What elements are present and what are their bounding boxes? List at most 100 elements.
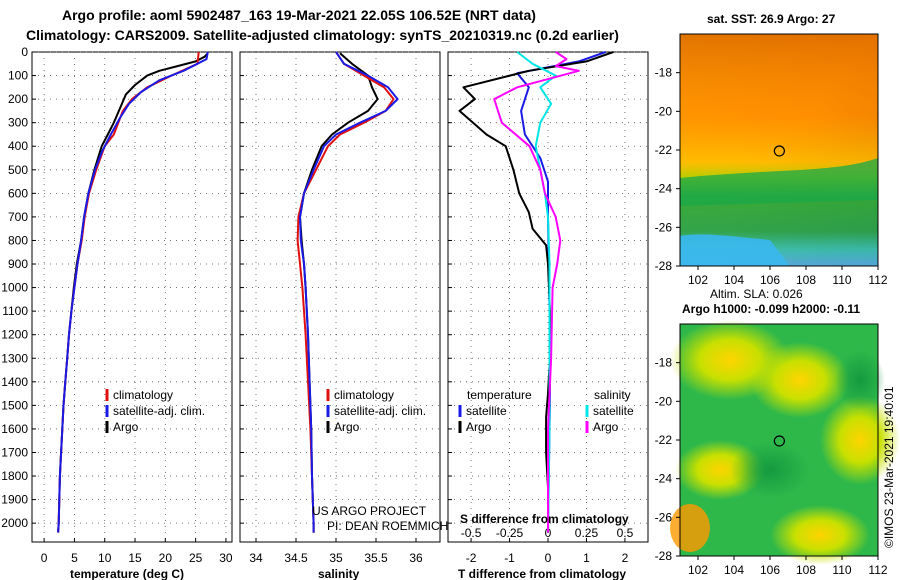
x-tick-label: 10 (98, 551, 112, 565)
legend-t-argo-label: Argo (466, 420, 492, 434)
legend-temperature-header: temperature (467, 388, 532, 402)
sla-blob-orange (670, 504, 710, 552)
difference-legend: temperature salinity satellite Argo sate… (458, 388, 634, 434)
x-tick-label: 2 (622, 551, 629, 565)
s-tick-label: 0.25 (575, 526, 599, 540)
temperature-xlabel: temperature (deg C) (70, 567, 184, 580)
s-tick-label: 0.5 (617, 526, 634, 540)
map-x-tick-label: 106 (760, 563, 780, 577)
s-tick-label: -0.5 (461, 526, 482, 540)
map-x-tick-label: 108 (796, 273, 816, 287)
x-tick-label: -2 (466, 551, 477, 565)
legend-s-sat-label: satellite (593, 404, 634, 418)
depth-tick-label: 1100 (2, 304, 28, 318)
series-line-argo (57, 52, 209, 533)
x-tick-label: 35.5 (364, 551, 388, 565)
sst-map-axes: 102 104 106 108 110 112 -18 -20 -22 -24 -26 -28 (655, 66, 888, 287)
sla-dark-patch (730, 442, 810, 498)
x-tick-label: 35 (329, 551, 343, 565)
depth-tick-label: 600 (8, 186, 28, 200)
depth-tick-label: 2000 (1, 516, 28, 530)
x-tick-label: 34.5 (284, 551, 308, 565)
x-tick-label: 25 (189, 551, 203, 565)
x-tick-label: 0 (545, 551, 552, 565)
credit-project: US ARGO PROJECT (312, 504, 427, 518)
depth-tick-label: 1700 (1, 445, 28, 459)
title-line-2: Climatology: CARS2009. Satellite-adjuste… (26, 27, 619, 43)
legend-salinity-header: salinity (594, 388, 631, 402)
difference-top-xlabel: S difference from climatology (460, 512, 629, 526)
legend-s-argo-label: Argo (593, 420, 619, 434)
sla-blob (770, 505, 870, 565)
map-y-tick-label: -18 (655, 66, 673, 80)
s-tick-label: -0.25 (496, 526, 524, 540)
map-y-tick-label: -24 (655, 182, 673, 196)
x-tick-label: -1 (504, 551, 515, 565)
salinity-plot: 34 34.5 35 35.5 36 (240, 51, 440, 565)
x-tick-label: 36 (409, 551, 423, 565)
map-x-tick-label: 112 (868, 563, 887, 577)
map-x-tick-label: 102 (688, 273, 708, 287)
depth-tick-label: 400 (8, 139, 28, 153)
salinity-legend: climatology satellite-adj. clim. Argo (326, 388, 426, 434)
credit-pi: PI: DEAN ROEMMICH (327, 519, 448, 533)
legend-satclim-label: satellite-adj. clim. (334, 404, 426, 418)
series-line-satellite-adj-clim- (299, 51, 399, 533)
depth-tick-label: 1200 (1, 328, 28, 342)
temperature-plot: 0100200300400500600700800900100011001200… (1, 45, 233, 565)
depth-tick-label: 500 (8, 163, 28, 177)
depth-tick-label: 1800 (1, 469, 28, 483)
x-tick-label: 5 (71, 551, 78, 565)
legend-clim-label: climatology (334, 388, 394, 402)
depth-tick-label: 200 (8, 92, 28, 106)
map-x-tick-label: 104 (724, 563, 744, 577)
map-y-tick-label: -20 (655, 394, 673, 408)
sst-map-cold-patch (680, 234, 790, 266)
map-x-tick-label: 104 (724, 273, 744, 287)
salinity-plot-frame (239, 51, 441, 543)
depth-tick-label: 0 (21, 45, 28, 59)
x-tick-label: 20 (159, 551, 173, 565)
sla-dark-patch (835, 350, 885, 410)
x-tick-label: 34 (249, 551, 263, 565)
s-tick-label: 0 (545, 526, 552, 540)
map-y-tick-label: -22 (655, 143, 673, 157)
series-line-s-argo (493, 51, 580, 533)
map-x-tick-label: 110 (832, 563, 851, 577)
temperature-plot-frame (31, 51, 233, 543)
map-y-tick-label: -24 (655, 472, 673, 486)
map-x-tick-label: 112 (868, 273, 887, 287)
depth-tick-label: 1400 (1, 375, 28, 389)
sla-map-title: Argo h1000: -0.099 h2000: -0.11 (682, 302, 860, 316)
sst-map (679, 33, 879, 267)
map-y-tick-label: -18 (655, 356, 673, 370)
depth-tick-label: 700 (8, 210, 28, 224)
difference-plot: -2 -1 0 1 2 -0.5 -0.25 0 0.25 0.5 (448, 51, 648, 565)
legend-satclim-label: satellite-adj. clim. (113, 404, 205, 418)
x-tick-label: 1 (583, 551, 590, 565)
sla-blob (820, 395, 900, 485)
legend-t-sat-label: satellite (466, 404, 507, 418)
map-x-tick-label: 106 (760, 273, 780, 287)
legend-argo-label: Argo (113, 420, 139, 434)
depth-tick-label: 900 (8, 257, 28, 271)
depth-tick-label: 1300 (1, 351, 28, 365)
x-tick-label: 30 (219, 551, 233, 565)
sst-map-field-overlay (680, 34, 878, 266)
map-y-tick-label: -20 (655, 104, 673, 118)
depth-tick-label: 1900 (1, 493, 28, 507)
series-line-t-satellite (516, 51, 607, 533)
legend-clim-label: climatology (113, 388, 173, 402)
depth-tick-label: 1500 (1, 398, 28, 412)
map-y-tick-label: -28 (655, 259, 673, 273)
map-y-tick-label: -28 (655, 549, 673, 563)
difference-xlabel: T difference from climatology (458, 567, 626, 580)
depth-tick-label: 300 (8, 116, 28, 130)
map-x-tick-label: 102 (688, 563, 708, 577)
series-line-t-argo (458, 51, 614, 533)
sla-map-axes: 102 104 106 108 110 112 -18 -20 -22 -24 -26 -28 (655, 356, 888, 577)
sla-label: Altim. SLA: 0.026 (710, 287, 803, 301)
depth-tick-label: 1600 (1, 422, 28, 436)
depth-tick-label: 1000 (1, 281, 28, 295)
